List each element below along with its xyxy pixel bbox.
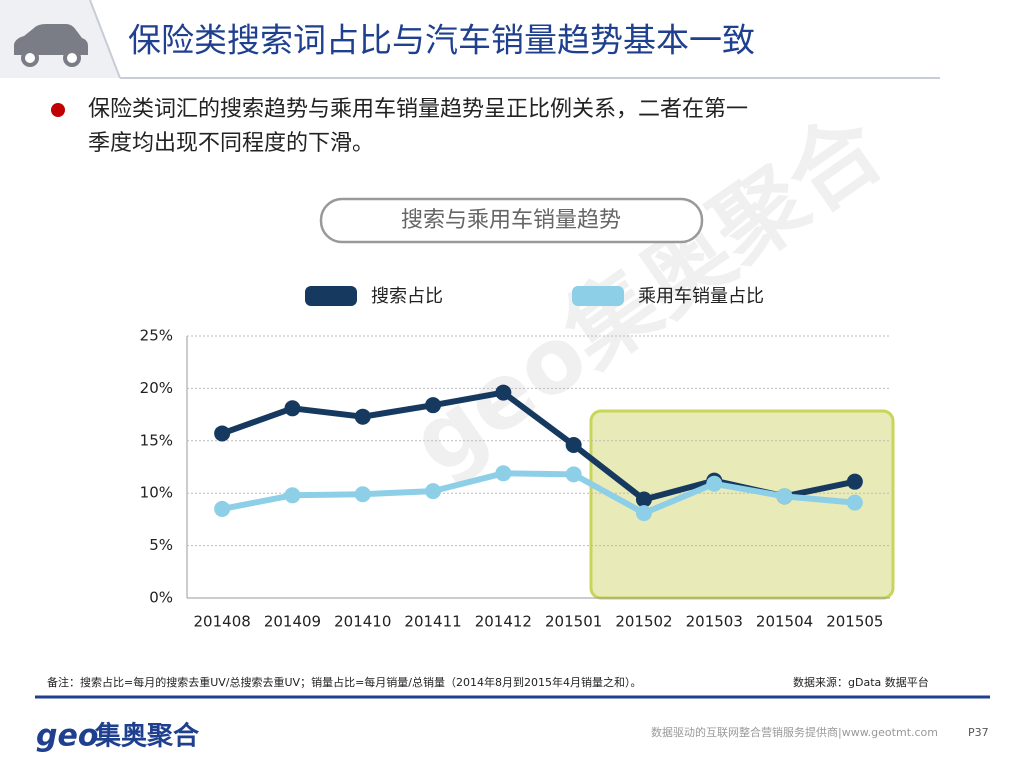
footnote: 备注：搜索占比=每月的搜索去重UV/总搜索去重UV；销量占比=每月销量/总销量（… xyxy=(47,675,641,689)
legend-swatch xyxy=(572,286,624,306)
point-marker xyxy=(776,488,793,505)
bullet-line: 季度均出现不同程度的下滑。 xyxy=(88,131,374,156)
slide-title: 保险类搜索词占比与汽车销量趋势基本一致 xyxy=(128,21,755,60)
tagline: 数据驱动的互联网整合营销服务提供商|www.geotmt.com xyxy=(651,725,938,739)
point-marker xyxy=(425,397,442,414)
series-line xyxy=(221,470,856,517)
y-tick-label: 15% xyxy=(140,431,173,449)
logo-geo: geo xyxy=(36,719,98,754)
chart-title: 搜索与乘用车销量趋势 xyxy=(401,208,621,233)
y-tick-label: 20% xyxy=(140,379,173,397)
x-tick-label: 201409 xyxy=(264,613,321,631)
point-marker xyxy=(565,466,582,483)
x-tick-label: 201408 xyxy=(194,613,251,631)
legend-label: 乘用车销量占比 xyxy=(638,286,764,307)
point-marker xyxy=(284,487,301,504)
chart-title-box xyxy=(319,197,704,244)
point-marker xyxy=(354,408,371,425)
point-marker xyxy=(495,465,512,482)
x-tick-label: 201502 xyxy=(615,613,672,631)
point-marker xyxy=(425,483,442,500)
point-marker xyxy=(214,500,231,517)
legend-swatch xyxy=(305,286,357,306)
logo-name: 集奥聚合 xyxy=(94,721,200,752)
legend-label: 搜索占比 xyxy=(371,286,443,307)
x-tick-label: 201504 xyxy=(756,613,813,631)
point-marker xyxy=(284,400,301,417)
point-marker xyxy=(354,486,371,503)
x-tick-label: 201411 xyxy=(404,613,461,631)
header-divider xyxy=(89,0,121,79)
source: 数据来源：gData 数据平台 xyxy=(793,675,929,689)
car-icon xyxy=(14,24,88,67)
point-marker xyxy=(846,473,863,490)
point-marker xyxy=(565,436,582,453)
x-tick-label: 201501 xyxy=(545,613,602,631)
bullet-line: 保险类词汇的搜索趋势与乘用车销量趋势呈正比例关系，二者在第一 xyxy=(88,97,748,122)
point-marker xyxy=(706,475,723,492)
point-marker xyxy=(846,494,863,511)
x-tick-label: 201410 xyxy=(334,613,391,631)
point-marker xyxy=(635,505,652,522)
y-tick-label: 10% xyxy=(140,484,173,502)
y-tick-label: 0% xyxy=(149,589,173,607)
x-tick-label: 201412 xyxy=(475,613,532,631)
point-marker xyxy=(635,491,652,508)
bullet-dot xyxy=(51,103,65,117)
y-tick-label: 25% xyxy=(140,327,173,345)
point-marker xyxy=(495,384,512,401)
point-marker xyxy=(214,425,231,442)
page-number: P37 xyxy=(968,726,989,739)
x-tick-label: 201503 xyxy=(686,613,743,631)
x-tick-label: 201505 xyxy=(826,613,883,631)
y-tick-label: 5% xyxy=(149,536,173,554)
